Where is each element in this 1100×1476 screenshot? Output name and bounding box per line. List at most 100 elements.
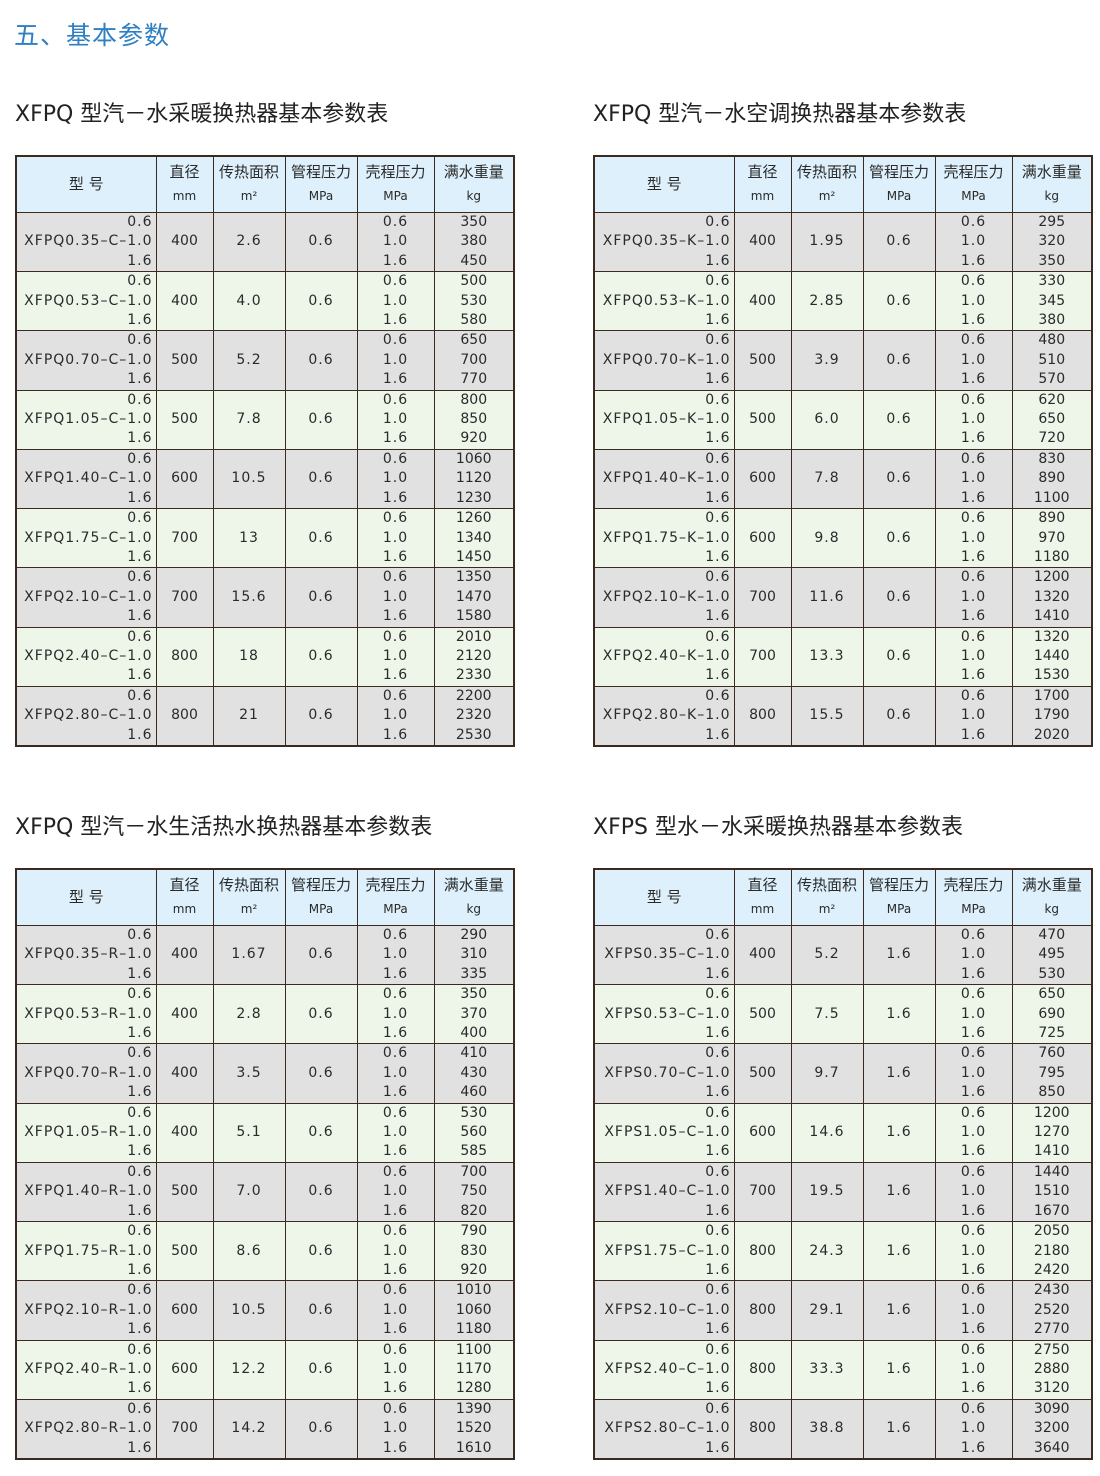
weight-cell: 650 700 770 (433, 330, 515, 391)
header-area: 传热面积 m² (790, 155, 864, 213)
model-name: XFPQ1.75–K– (602, 529, 706, 546)
header-label: 管程压力 (290, 876, 351, 895)
header-unit: mm (750, 901, 775, 916)
diameter-cell: 800 (733, 1339, 792, 1400)
header-dia: 直径 mm (155, 868, 214, 926)
model-name: XFPS2.80–C– (604, 1420, 706, 1437)
header-label: 满水重量 (443, 163, 504, 182)
diameter-cell: 400 (733, 211, 792, 273)
pressure: 1.0 (382, 292, 409, 309)
weight-cell: 1700 1790 2020 (1011, 685, 1093, 747)
weight-cell: 295 320 350 (1011, 211, 1093, 273)
table-row: 0.6 XFPS1.05–C–1.0 1.6 600 14.6 1.6 0.6 1.0… (593, 1102, 1093, 1163)
pressure: 1.6 (127, 430, 153, 447)
model-cell: 0.6 XFPQ0.35–R–1.0 1.6 (15, 924, 157, 986)
tube-pressure-cell: 0.6 (862, 389, 936, 450)
model-name: XFPQ0.53–R– (24, 1005, 128, 1022)
pressure: 1.0 (960, 1301, 987, 1318)
pressure: 0.6 (960, 450, 987, 467)
pressure: 0.6 (127, 927, 153, 943)
pressure: 1.6 (382, 608, 409, 625)
header-label: 满水重量 (443, 876, 504, 895)
shell-pressure-cell: 0.6 1.0 1.6 (356, 567, 435, 628)
diameter-cell: 600 (155, 448, 214, 510)
diameter-cell: 400 (155, 1102, 214, 1163)
table-row: 0.6 XFPS2.10–C–1.0 1.6 800 29.1 1.6 0.6 1.0… (593, 1280, 1093, 1341)
model-name: XFPQ1.05–C– (24, 411, 128, 428)
weight: 750 (460, 1183, 488, 1200)
pressure: 1.6 (960, 548, 987, 565)
pressure: 1.0 (127, 707, 153, 724)
weight-cell: 2750 2880 3120 (1011, 1339, 1093, 1400)
model-cell: 0.6 XFPQ0.53–K–1.0 1.6 (593, 271, 735, 332)
parameter-table: 型 号 直径 mm 传热面积 m² 管程压力 MPa 壳程压力 MPa 满水重量 kg 0… (15, 155, 515, 747)
area-cell: 2.8 (212, 984, 286, 1045)
area-cell: 7.8 (212, 389, 286, 450)
table-title: XFPQ 型汽－水采暖换热器基本参数表 (15, 102, 389, 127)
pressure: 1.6 (705, 1025, 731, 1042)
header-dia: 直径 mm (733, 155, 792, 213)
weight: 700 (460, 351, 488, 368)
diameter-cell: 800 (155, 626, 214, 687)
pressure: 1.0 (705, 1360, 731, 1377)
pressure: 1.6 (127, 252, 153, 269)
weight-cell: 480 510 570 (1011, 330, 1093, 391)
model-cell: 0.6 XFPS0.35–C–1.0 1.6 (593, 924, 735, 986)
weight: 480 (1038, 332, 1066, 349)
model-name: XFPQ0.35–K– (602, 233, 706, 250)
model-cell: 0.6 XFPQ1.75–C–1.0 1.6 (15, 508, 157, 569)
pressure: 0.6 (127, 1282, 153, 1299)
weight: 1790 (1033, 707, 1070, 724)
area-cell: 7.0 (212, 1161, 286, 1223)
table-row: 0.6 XFPQ0.53–R–1.0 1.6 400 2.8 0.6 0.6 1.0 1… (15, 984, 515, 1045)
pressure: 0.6 (382, 687, 409, 704)
diameter-cell: 400 (733, 271, 792, 332)
model-cell: 0.6 XFPQ1.05–K–1.0 1.6 (593, 389, 735, 450)
model-name: XFPQ2.40–C– (24, 647, 128, 664)
area-cell: 13 (212, 508, 286, 569)
pressure: 0.6 (382, 1282, 409, 1299)
diameter-cell: 400 (155, 924, 214, 986)
pressure: 1.6 (127, 371, 153, 388)
area-cell: 10.5 (212, 1280, 286, 1341)
pressure: 0.6 (127, 628, 153, 645)
weight-cell: 2010 2120 2330 (433, 626, 515, 687)
table-row: 0.6 XFPQ2.10–K–1.0 1.6 700 11.6 0.6 0.6 1.0… (593, 567, 1093, 628)
weight: 400 (460, 1025, 488, 1042)
pressure: 0.6 (705, 569, 731, 586)
area-cell: 3.5 (212, 1043, 286, 1104)
pressure: 1.0 (127, 1360, 153, 1377)
pressure: 1.0 (382, 411, 409, 428)
pressure: 1.6 (127, 1202, 153, 1219)
diameter-cell: 500 (155, 1221, 214, 1282)
pressure: 1.6 (127, 667, 153, 684)
weight: 510 (1038, 351, 1066, 368)
pressure: 0.6 (705, 927, 731, 943)
pressure: 0.6 (382, 332, 409, 349)
model-cell: 0.6 XFPQ0.35–K–1.0 1.6 (593, 211, 735, 273)
diameter-cell: 500 (733, 984, 792, 1045)
weight: 585 (460, 1143, 488, 1160)
pressure: 0.6 (382, 628, 409, 645)
pressure: 1.6 (705, 726, 731, 743)
pressure: 1.6 (705, 667, 731, 684)
model-name: XFPS1.40–C– (604, 1183, 706, 1200)
weight: 795 (1038, 1064, 1066, 1081)
pressure: 0.6 (127, 1045, 153, 1062)
weight: 495 (1038, 946, 1066, 963)
model-cell: 0.6 XFPQ1.75–R–1.0 1.6 (15, 1221, 157, 1282)
weight: 1260 (455, 510, 492, 527)
weight: 500 (460, 273, 488, 290)
pressure: 1.6 (705, 252, 731, 269)
diameter-cell: 600 (155, 1280, 214, 1341)
pressure: 1.6 (382, 1439, 409, 1456)
table-row: 0.6 XFPQ0.53–C–1.0 1.6 400 4.0 0.6 0.6 1.0 1… (15, 271, 515, 332)
header-unit: kg (1044, 901, 1060, 916)
header-label: 传热面积 (218, 163, 279, 182)
shell-pressure-cell: 0.6 1.0 1.6 (356, 1280, 435, 1341)
shell-pressure-cell: 0.6 1.0 1.6 (934, 1280, 1013, 1341)
weight-cell: 1100 1170 1280 (433, 1339, 515, 1400)
table-row: 0.6 XFPQ1.40–R–1.0 1.6 500 7.0 0.6 0.6 1.0 1… (15, 1161, 515, 1223)
pressure: 0.6 (960, 986, 987, 1003)
model-cell: 0.6 XFPQ0.35–C–1.0 1.6 (15, 211, 157, 273)
